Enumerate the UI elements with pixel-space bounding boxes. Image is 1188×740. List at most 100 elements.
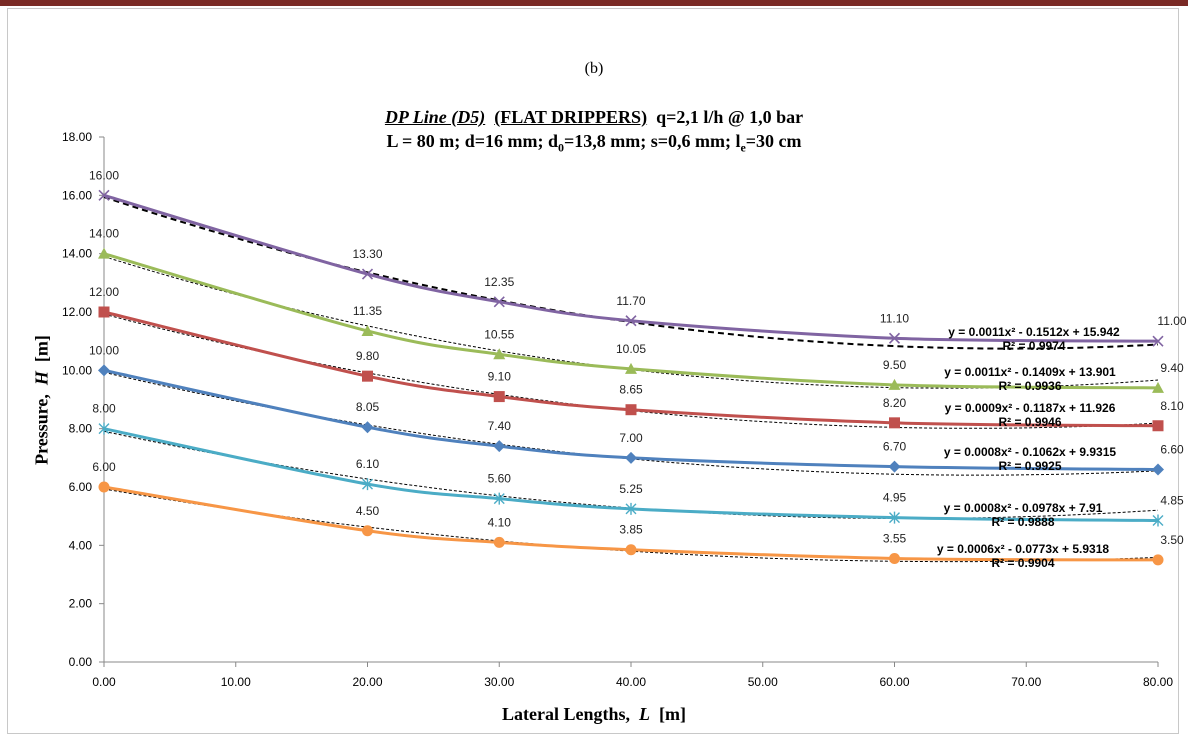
data-label: 3.50	[1160, 533, 1184, 547]
panel-label: (b)	[584, 60, 604, 77]
data-label: 12.35	[484, 275, 514, 289]
data-label: 4.85	[1160, 494, 1184, 508]
x-tick-label: 20.00	[352, 675, 382, 689]
series-group: 14.00 11.35 10.55 10.05 9.50 9.40 y = 0.0011x²…	[89, 227, 1184, 393]
y-tick-label: 10.00	[62, 363, 92, 377]
series-group: 8.00 6.10 5.60 5.25 4.95 4.85 y = 0.0008x² - 0…	[92, 402, 1184, 529]
y-tick-label: 2.00	[69, 597, 93, 611]
diamond-marker	[625, 451, 637, 464]
data-label: 16.00	[89, 168, 119, 182]
data-label: 8.05	[356, 400, 380, 414]
x-axis-label-symbol: L	[639, 704, 650, 724]
x-tick-label: 50.00	[748, 675, 778, 689]
x-marker	[98, 189, 110, 201]
trend-equation: y = 0.0011x² - 0.1409x + 13.901	[944, 365, 1116, 379]
star-marker	[1152, 514, 1164, 527]
trend-r-squared: R² = 0.9936	[998, 379, 1061, 393]
chart-frame	[7, 8, 1179, 734]
data-label: 9.40	[1160, 361, 1184, 375]
data-label: 8.10	[1160, 399, 1184, 413]
x-marker	[888, 332, 901, 344]
x-axis-label-text: Lateral Lengths,	[502, 704, 630, 724]
data-label: 11.35	[353, 304, 382, 318]
trend-r-squared: R² = 0.9888	[991, 515, 1054, 529]
x-axis-label: Lateral Lengths, L [m]	[0, 704, 1188, 725]
data-label: 5.60	[488, 472, 512, 486]
data-label: 11.70	[616, 294, 645, 308]
circle-marker	[889, 552, 900, 564]
subtitle-part-a: L = 80 m; d=16 mm; d	[386, 131, 558, 151]
series-line	[103, 193, 1159, 343]
x-tick-label: 70.00	[1011, 675, 1041, 689]
circle-marker	[362, 525, 373, 537]
trendline	[103, 371, 1159, 476]
chart-title-dripper-type: (FLAT DRIPPERS)	[494, 107, 648, 127]
x-marker	[1152, 335, 1164, 347]
trend-equation: y = 0.0008x² - 0.0978x + 7.91	[944, 501, 1103, 515]
triangle-marker	[98, 247, 110, 259]
diamond-marker	[361, 421, 374, 434]
data-label: 4.50	[356, 504, 380, 518]
chart-title: DP Line (D5) (FLAT DRIPPERS) q=2,1 l/h @…	[0, 107, 1188, 128]
triangle-marker	[493, 348, 506, 360]
chart-title-line-name: DP Line (D5)	[384, 107, 486, 127]
triangle-marker	[361, 324, 374, 336]
data-label: 9.10	[488, 370, 512, 384]
data-label: 7.40	[488, 419, 512, 433]
x-marker	[361, 268, 374, 280]
triangle-marker	[1152, 381, 1164, 393]
x-marker	[625, 315, 637, 327]
y-tick-label: 14.00	[62, 247, 92, 261]
series-group: 6.00 4.50 4.10 3.85 3.55 3.50 y = 0.0006x² - 0…	[92, 460, 1184, 570]
chart-title-discharge: q=2,1 l/h @ 1,0 bar	[656, 107, 804, 127]
square-marker	[625, 404, 637, 416]
data-label: 9.50	[883, 358, 907, 372]
data-label: 7.00	[619, 431, 643, 445]
trend-equation: y = 0.0006x² - 0.0773x + 5.9318	[937, 542, 1109, 556]
y-tick-label: 0.00	[69, 655, 93, 669]
square-marker	[493, 391, 505, 403]
data-label: 4.10	[488, 515, 512, 529]
data-label: 8.20	[883, 396, 907, 410]
y-tick-label: 12.00	[62, 305, 92, 319]
square-marker	[98, 306, 110, 318]
y-tick-label: 8.00	[69, 422, 93, 436]
data-label: 6.10	[356, 457, 380, 471]
star-marker	[98, 422, 110, 435]
circle-marker	[493, 536, 505, 548]
x-tick-label: 0.00	[92, 675, 116, 689]
star-marker	[362, 478, 373, 491]
data-label: 10.05	[616, 342, 646, 356]
trend-equation: y = 0.0008x² - 0.1062x + 9.9315	[944, 445, 1116, 459]
top-border-bar	[0, 0, 1188, 6]
square-marker	[1152, 420, 1164, 432]
star-marker	[889, 511, 900, 524]
trend-equation: y = 0.0011x² - 0.1512x + 15.942	[948, 325, 1120, 339]
data-label: 3.55	[883, 531, 907, 545]
data-label: 8.65	[619, 383, 643, 397]
y-tick-label: 4.00	[69, 538, 93, 552]
trend-r-squared: R² = 0.9974	[1002, 339, 1065, 353]
data-label: 14.00	[89, 227, 119, 241]
data-label: 6.00	[92, 460, 116, 474]
series-line	[103, 427, 1159, 523]
x-tick-label: 40.00	[616, 675, 646, 689]
data-label: 5.25	[619, 482, 643, 496]
data-label: 10.55	[484, 327, 514, 341]
data-label: 3.85	[619, 523, 643, 537]
x-marker	[493, 296, 505, 308]
chart-subtitle: L = 80 m; d=16 mm; d0=13,8 mm; s=0,6 mm;…	[0, 131, 1188, 156]
data-label: 13.30	[352, 247, 382, 261]
series-group: 12.00 9.80 9.10 8.65 8.20 8.10 y = 0.0009x² - …	[89, 285, 1184, 432]
data-label: 8.00	[92, 402, 116, 416]
series-line	[103, 485, 1159, 562]
x-tick-label: 10.00	[221, 675, 251, 689]
data-label: 11.10	[880, 311, 909, 325]
trend-equation: y = 0.0009x² - 0.1187x + 11.926	[945, 401, 1116, 415]
trend-r-squared: R² = 0.9946	[998, 415, 1061, 429]
series-line	[103, 252, 1159, 390]
y-tick-label: 16.00	[62, 188, 92, 202]
diamond-marker	[1152, 463, 1164, 476]
diamond-marker	[493, 440, 506, 453]
